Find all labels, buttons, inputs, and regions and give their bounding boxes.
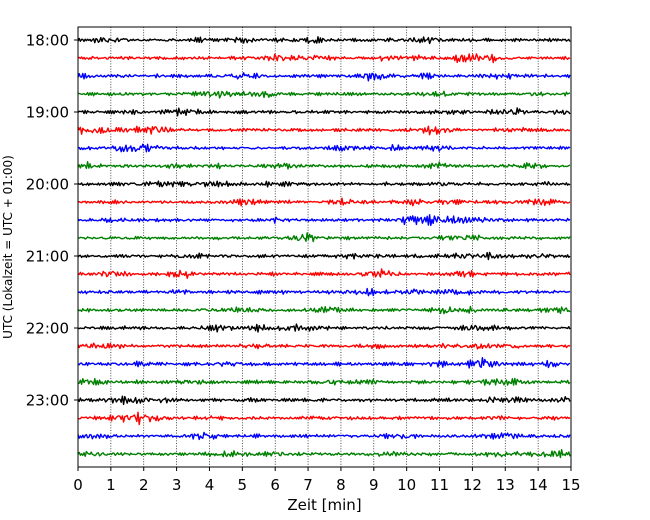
y-tick-label: 20:00 bbox=[26, 176, 69, 194]
x-tick-label: 8 bbox=[336, 476, 346, 494]
trace-2130 bbox=[77, 287, 571, 297]
x-tick-label: 0 bbox=[73, 476, 83, 494]
trace-1830 bbox=[77, 72, 571, 82]
trace-2045 bbox=[77, 232, 571, 243]
x-tick-label: 2 bbox=[139, 476, 149, 494]
trace-2115 bbox=[77, 268, 571, 279]
x-tick-label: 5 bbox=[238, 476, 248, 494]
y-tick-label: 22:00 bbox=[26, 320, 69, 338]
vertical-grid bbox=[110, 27, 539, 467]
x-tick-label: 15 bbox=[561, 476, 580, 494]
y-tick-label: 19:00 bbox=[26, 104, 69, 122]
trace-2300 bbox=[77, 395, 571, 406]
trace-1915 bbox=[77, 125, 571, 136]
x-tick-label: 10 bbox=[397, 476, 416, 494]
y-tick-label: 18:00 bbox=[26, 32, 69, 50]
x-tick-label: 1 bbox=[106, 476, 116, 494]
trace-1815 bbox=[77, 53, 571, 64]
trace-2000 bbox=[77, 180, 571, 188]
trace-2245 bbox=[77, 377, 571, 386]
x-tick-label: 3 bbox=[172, 476, 182, 494]
trace-2315 bbox=[77, 411, 571, 426]
trace-1930 bbox=[77, 143, 571, 153]
trace-1800 bbox=[77, 36, 571, 45]
x-tick-label: 6 bbox=[270, 476, 280, 494]
y-axis-ticks: 18:00 19:00 20:00 21:00 22:00 23:00 bbox=[26, 32, 78, 410]
plot-frame bbox=[77, 26, 572, 468]
trace-2215 bbox=[77, 342, 571, 350]
trace-1945 bbox=[77, 161, 571, 170]
x-tick-label: 4 bbox=[205, 476, 215, 494]
x-tick-label: 7 bbox=[303, 476, 313, 494]
trace-1900 bbox=[77, 107, 571, 117]
x-tick-label: 14 bbox=[529, 476, 548, 494]
trace-2145 bbox=[77, 305, 571, 315]
x-tick-label: 13 bbox=[496, 476, 515, 494]
trace-2345 bbox=[77, 448, 571, 459]
seismic-traces bbox=[77, 36, 571, 459]
y-tick-label: 21:00 bbox=[26, 248, 69, 266]
trace-2200 bbox=[77, 323, 571, 333]
x-tick-label: 9 bbox=[369, 476, 379, 494]
trace-2015 bbox=[77, 197, 571, 207]
trace-1845 bbox=[77, 90, 571, 99]
x-tick-label: 11 bbox=[430, 476, 449, 494]
trace-2100 bbox=[77, 251, 571, 261]
y-axis-label: UTC (Lokalzeit = UTC + 01:00) bbox=[1, 155, 15, 339]
trace-2330 bbox=[77, 431, 571, 441]
x-axis-ticks: 0 1 2 3 4 5 6 7 8 9 10 11 12 13 14 15 bbox=[73, 467, 581, 494]
x-tick-label: 12 bbox=[463, 476, 482, 494]
x-axis-label: Zeit [min] bbox=[287, 496, 361, 514]
trace-2030 bbox=[77, 214, 571, 227]
trace-2230 bbox=[77, 357, 571, 369]
y-tick-label: 23:00 bbox=[26, 392, 69, 410]
